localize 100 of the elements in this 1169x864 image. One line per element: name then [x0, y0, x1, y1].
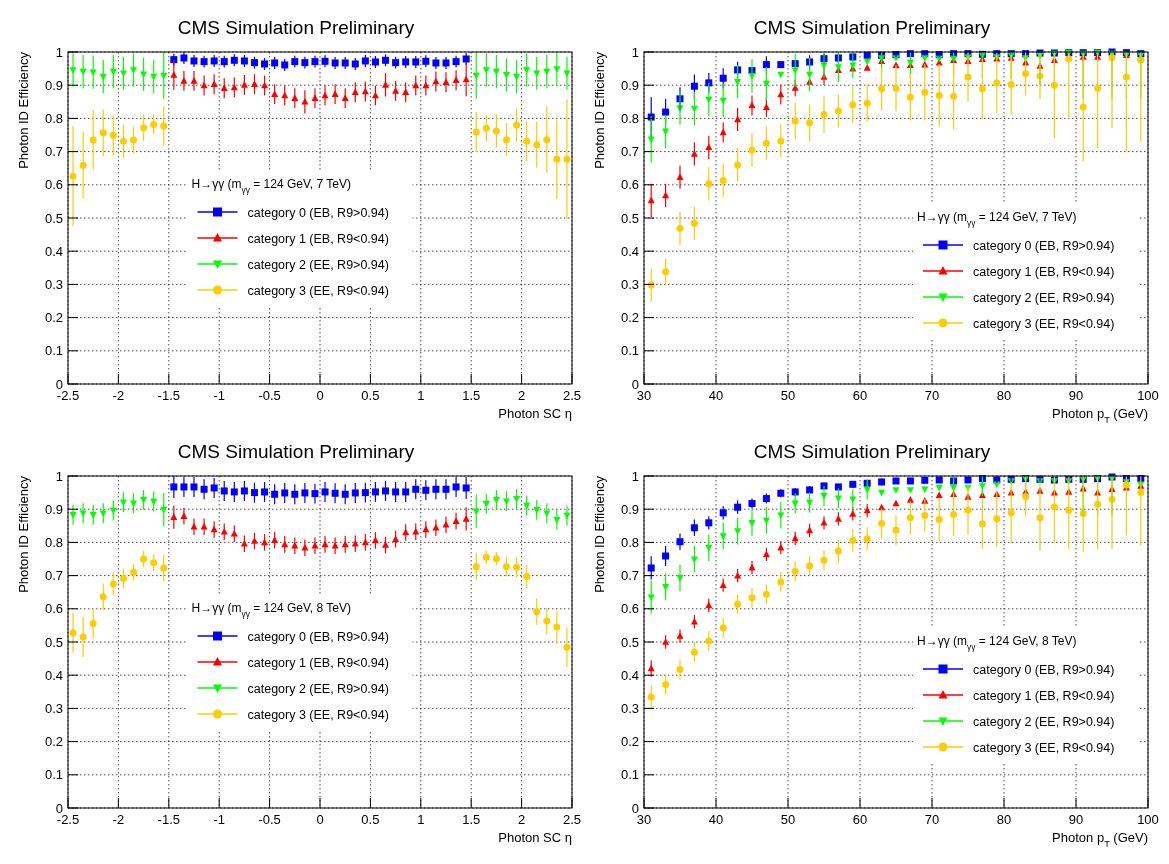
- y-tick-label: 0.2: [44, 734, 63, 750]
- legend-label: category 0 (EB, R9>0.94): [247, 205, 389, 220]
- y-tick-label: 1: [55, 468, 63, 484]
- x-tick-label: 40: [708, 388, 724, 403]
- y-tick-label: 0.5: [620, 634, 639, 650]
- y-tick-label: 1: [631, 44, 639, 60]
- x-tick-label: 2.5: [562, 388, 582, 403]
- y-axis-title: Photon ID Efficiency: [592, 475, 607, 593]
- legend-title: H→γγ (m$_{γγ}$ = 124 GeV, 7 TeV): [917, 210, 1077, 228]
- x-tick-label: 50: [780, 388, 796, 403]
- x-tick-label: 40: [708, 812, 724, 827]
- x-tick-label: 50: [780, 812, 796, 827]
- x-tick-label: 1: [417, 388, 425, 403]
- y-axis-title: Photon ID Efficiency: [592, 51, 607, 169]
- x-tick-label: 80: [996, 812, 1012, 827]
- legend-label: category 2 (EE, R9>0.94): [247, 257, 389, 272]
- y-tick-label: 0.8: [620, 534, 639, 550]
- legend-label: category 2 (EE, R9>0.94): [973, 714, 1115, 729]
- y-tick-label: 0.1: [44, 343, 63, 359]
- x-tick-label: 2: [517, 812, 526, 827]
- legend-title: H→γγ (m$_{γγ}$ = 124 GeV, 7 TeV): [191, 177, 351, 195]
- x-tick-label: -1.5: [157, 388, 180, 403]
- chart-title: CMS Simulation Preliminary: [753, 441, 991, 462]
- legend-title: H→γγ (m$_{γγ}$ = 124 GeV, 8 TeV): [917, 634, 1077, 652]
- y-tick-label: 0.3: [620, 276, 639, 292]
- y-tick-label: 1: [631, 468, 639, 484]
- y-axis-title: Photon ID Efficiency: [16, 475, 31, 593]
- x-tick-label: -1: [213, 812, 225, 827]
- y-tick-label: 0.4: [620, 243, 639, 259]
- x-axis-title: Photon SC η: [498, 830, 572, 845]
- x-tick-label: 90: [1068, 388, 1084, 403]
- y-tick-label: 0.8: [620, 110, 639, 126]
- y-tick-label: 0.1: [44, 767, 63, 783]
- y-tick-label: 0.2: [620, 310, 639, 326]
- legend-label: category 2 (EE, R9>0.94): [973, 290, 1115, 305]
- y-tick-label: 0.1: [620, 767, 639, 783]
- y-tick-label: 0.6: [620, 177, 639, 193]
- x-axis-title: Photon SC η: [498, 406, 572, 421]
- y-tick-label: 0.5: [44, 634, 63, 650]
- legend-label: category 1 (EB, R9<0.94): [247, 231, 389, 246]
- legend-label: category 2 (EE, R9>0.94): [247, 681, 389, 696]
- y-tick-label: 0.7: [620, 568, 639, 584]
- x-tick-label: 100: [1137, 812, 1159, 827]
- x-tick-label: 90: [1068, 812, 1084, 827]
- x-tick-label: -1: [213, 388, 225, 403]
- y-tick-label: 0.5: [620, 210, 639, 226]
- y-tick-label: 0.6: [44, 601, 63, 617]
- y-tick-label: 0.8: [44, 110, 63, 126]
- y-tick-label: 0.3: [44, 700, 63, 716]
- x-tick-label: 0: [316, 812, 324, 827]
- x-tick-label: 1.5: [462, 388, 481, 403]
- y-tick-label: 0.4: [620, 667, 639, 683]
- legend-label: category 1 (EB, R9<0.94): [973, 688, 1115, 703]
- legend-label: category 0 (EB, R9>0.94): [973, 662, 1115, 677]
- x-tick-label: 0.5: [361, 812, 380, 827]
- x-tick-label: 1: [417, 812, 425, 827]
- y-tick-label: 0.7: [44, 144, 63, 160]
- y-tick-label: 0.4: [44, 667, 63, 683]
- y-tick-label: 0.8: [44, 534, 63, 550]
- x-tick-label: -1.5: [157, 812, 180, 827]
- legend-label: category 3 (EE, R9<0.94): [247, 707, 389, 722]
- y-tick-label: 0: [631, 800, 639, 816]
- legend-label: category 3 (EE, R9<0.94): [247, 283, 389, 298]
- legend-label: category 3 (EE, R9<0.94): [973, 316, 1115, 331]
- chart-title: CMS Simulation Preliminary: [753, 17, 991, 38]
- chart-title: CMS Simulation Preliminary: [177, 17, 415, 38]
- x-axis-title: Photon p$_{T}$ (GeV): [1052, 830, 1148, 849]
- x-tick-label: 70: [924, 812, 940, 827]
- y-tick-label: 0.2: [44, 310, 63, 326]
- y-tick-label: 0.9: [620, 501, 639, 517]
- y-tick-label: 0: [631, 376, 639, 392]
- y-tick-label: 0.1: [620, 343, 639, 359]
- y-tick-label: 0.3: [620, 700, 639, 716]
- y-tick-label: 0.2: [620, 734, 639, 750]
- y-tick-label: 0.5: [44, 210, 63, 226]
- x-tick-label: -2: [112, 812, 125, 827]
- x-tick-label: 100: [1137, 388, 1159, 403]
- legend-label: category 1 (EB, R9<0.94): [973, 264, 1115, 279]
- x-tick-label: -0.5: [258, 388, 281, 403]
- x-tick-label: 60: [852, 812, 868, 827]
- legend-label: category 3 (EE, R9<0.94): [973, 740, 1115, 755]
- y-tick-label: 0.9: [44, 77, 63, 93]
- x-tick-label: 1.5: [462, 812, 481, 827]
- x-tick-label: 0: [316, 388, 324, 403]
- y-tick-label: 0.9: [620, 77, 639, 93]
- x-axis-title: Photon p$_{T}$ (GeV): [1052, 406, 1148, 425]
- x-tick-label: 60: [852, 388, 868, 403]
- x-tick-label: 80: [996, 388, 1012, 403]
- x-tick-label: -2: [112, 388, 125, 403]
- chart-title: CMS Simulation Preliminary: [177, 441, 415, 462]
- x-tick-label: 2: [517, 388, 526, 403]
- legend-label: category 0 (EB, R9>0.94): [973, 238, 1115, 253]
- legend-label: category 1 (EB, R9<0.94): [247, 655, 389, 670]
- y-tick-label: 0.7: [44, 568, 63, 584]
- y-tick-label: 0.7: [620, 144, 639, 160]
- y-axis-title: Photon ID Efficiency: [16, 51, 31, 169]
- x-tick-label: 70: [924, 388, 940, 403]
- x-tick-label: 30: [636, 388, 652, 403]
- y-tick-label: 1: [55, 44, 63, 60]
- x-tick-label: -0.5: [258, 812, 281, 827]
